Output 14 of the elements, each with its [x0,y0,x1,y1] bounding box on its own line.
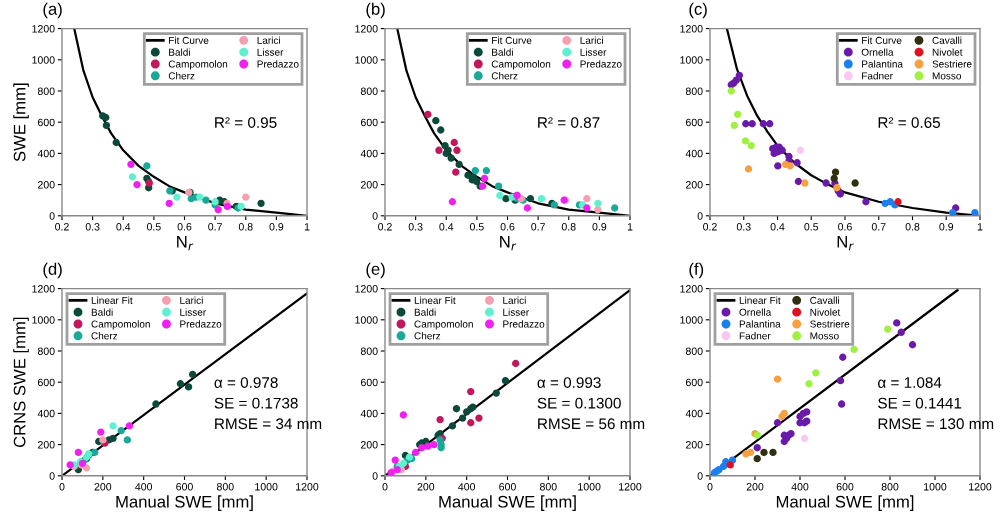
chart-title: (a) [43,2,62,19]
chart-title: (f) [689,262,704,279]
chart-title: (d) [43,262,62,279]
x-axis-title: Manual SWE [mm] [116,495,253,511]
chart-title: (c) [689,2,707,19]
x-axis-title: Manual SWE [mm] [439,495,576,511]
x-axis-title: N$_{r}$ [500,235,517,251]
x-axis-title: Manual SWE [mm] [776,495,914,511]
y-axis-title: SWE [mm] [13,83,29,162]
chart-title: (b) [366,2,385,19]
chart-title: (e) [366,262,385,279]
x-axis-title: N$_{r}$ [837,235,854,251]
x-axis-title: N$_{r}$ [177,235,194,251]
y-axis-title: CRNS SWE [mm] [13,317,29,448]
